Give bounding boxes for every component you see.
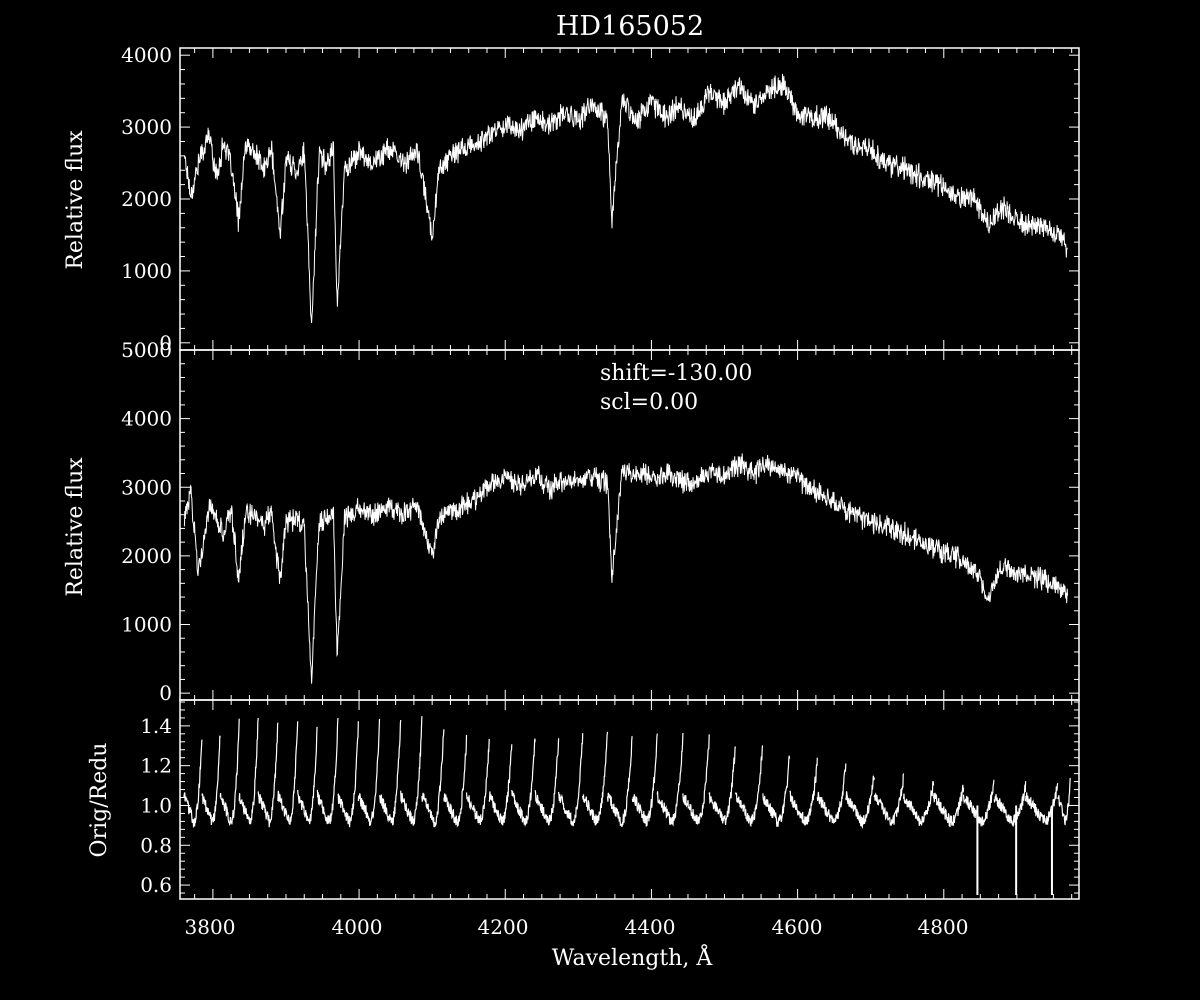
x-tick-label: 4600 bbox=[772, 915, 823, 939]
shift-annotation: shift=-130.00 bbox=[600, 361, 752, 386]
ratio-order-curve bbox=[789, 757, 818, 827]
spectrum-series bbox=[183, 453, 1069, 684]
y-tick-label: 1000 bbox=[121, 613, 172, 637]
ratio-order-curve bbox=[993, 781, 1027, 827]
ratio-order-curve bbox=[708, 746, 737, 825]
scale-annotation: scl=0.00 bbox=[600, 390, 698, 415]
ratio-order-curve bbox=[1057, 777, 1071, 826]
y-tick-label: 4000 bbox=[121, 43, 172, 67]
ratio-order-curve bbox=[297, 726, 318, 825]
ratio-order-curve bbox=[962, 779, 995, 827]
ratio-order-curve bbox=[656, 732, 684, 827]
ratio-order-curve bbox=[201, 735, 221, 826]
ratio-order-curve bbox=[316, 717, 339, 825]
x-tick-label: 4400 bbox=[625, 915, 676, 939]
x-tick-labels: 3800 4000 4200 4400 4600 4800 bbox=[185, 915, 969, 939]
ratio-order-curve bbox=[816, 763, 847, 824]
x-axis-label: Wavelength, Å bbox=[552, 943, 714, 971]
ratio-order-curve bbox=[631, 733, 658, 827]
ratio-order-curve bbox=[238, 717, 259, 825]
panel-middle-ylabel: Relative flux bbox=[63, 457, 88, 597]
y-tick-label: 1.4 bbox=[140, 714, 172, 738]
y-tick-label: 3000 bbox=[121, 115, 172, 139]
panel-frame bbox=[179, 699, 1080, 900]
ratio-order-curve bbox=[421, 729, 445, 828]
ratio-order-curve bbox=[607, 735, 633, 828]
panel-top-ylabel: Relative flux bbox=[63, 130, 88, 270]
ratio-order-curve bbox=[558, 733, 584, 827]
ratio-order-curve bbox=[682, 734, 710, 825]
panel-ratio: Orig/Redu 0.6 0.8 1.0 1.2 1.4 bbox=[87, 699, 1080, 900]
ratio-order-curve bbox=[219, 718, 240, 827]
ratio-order-curve bbox=[400, 716, 423, 826]
y-tick-label: 0 bbox=[159, 681, 172, 705]
y-tick-label: 2000 bbox=[121, 544, 172, 568]
ratio-order-curve bbox=[378, 720, 402, 826]
y-tick-label: 3000 bbox=[121, 475, 172, 499]
ratio-order-curve bbox=[357, 718, 381, 826]
panel-middle-spectrum: Relative flux shift=-130.00 scl=0.00 0 10… bbox=[63, 338, 1080, 705]
ratio-order-curve bbox=[1025, 782, 1059, 825]
ratio-order-curve bbox=[903, 781, 935, 826]
ratio-order-curve bbox=[873, 773, 905, 826]
y-tick-label: 1.2 bbox=[140, 754, 172, 778]
ratio-order-curve bbox=[511, 738, 536, 827]
panel-ratio-ylabel: Orig/Redu bbox=[87, 743, 112, 858]
y-tick-label: 1.0 bbox=[140, 793, 172, 817]
y-tick-label: 0.8 bbox=[140, 833, 172, 857]
ratio-order-curve bbox=[845, 775, 875, 830]
ratio-order-curve bbox=[257, 722, 279, 828]
ratio-order-curve bbox=[933, 784, 965, 828]
spectrum-series bbox=[183, 73, 1068, 324]
x-tick-label: 4800 bbox=[918, 915, 969, 939]
ratio-order-curve bbox=[582, 731, 609, 826]
x-tick-label: 4000 bbox=[332, 915, 383, 939]
y-tick-label: 0 bbox=[159, 331, 172, 355]
y-tick-label: 4000 bbox=[121, 407, 172, 431]
y-tick-label: 2000 bbox=[121, 187, 172, 211]
ratio-order-curve bbox=[534, 738, 560, 826]
panel-top-spectrum: Relative flux 0 1000 2000 3000 4000 bbox=[63, 43, 1080, 355]
panel-frame bbox=[179, 47, 1080, 351]
y-tick-label: 0.6 bbox=[140, 873, 172, 897]
ratio-order-curve bbox=[734, 745, 764, 827]
ratio-order-curve bbox=[337, 721, 359, 828]
ratio-order-curve bbox=[488, 744, 513, 826]
y-tick-label: 1000 bbox=[121, 259, 172, 283]
x-tick-label: 4200 bbox=[478, 915, 529, 939]
x-tick-label: 3800 bbox=[185, 915, 236, 939]
ratio-order-curve bbox=[465, 738, 490, 825]
chart-title: HD165052 bbox=[556, 11, 704, 42]
ratio-order-curve bbox=[183, 739, 203, 829]
ratio-order-curve bbox=[762, 755, 791, 828]
ratio-order-curve bbox=[277, 721, 299, 825]
ratio-order-curve bbox=[443, 734, 468, 828]
y-tick-label: 5000 bbox=[121, 338, 172, 362]
